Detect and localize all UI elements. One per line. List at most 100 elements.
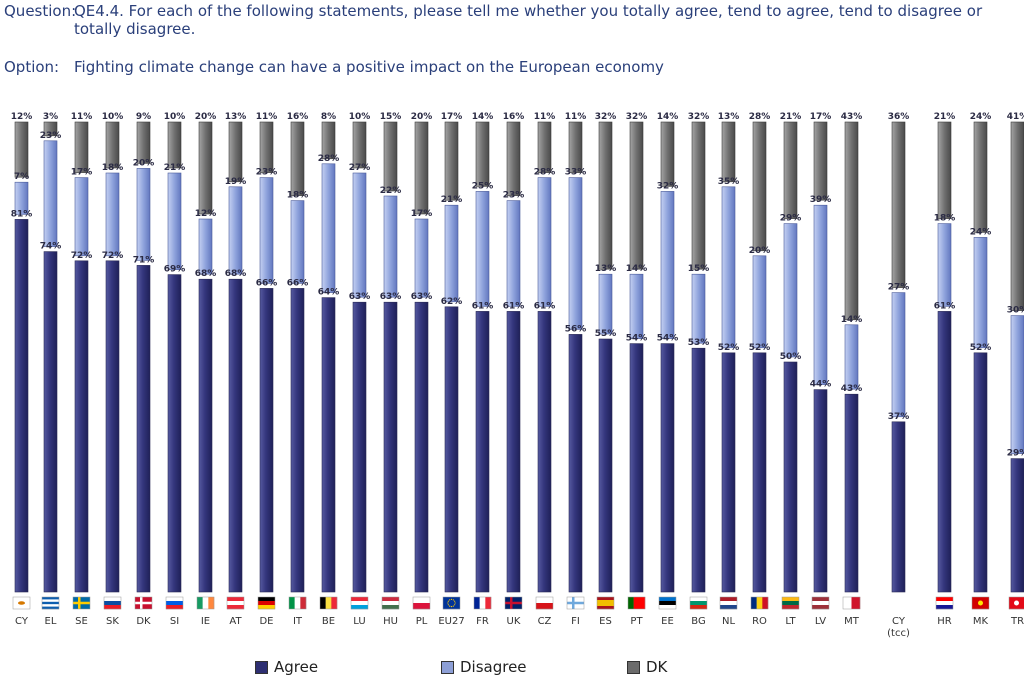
bar-dk-mk bbox=[973, 121, 988, 233]
bar-dk-at bbox=[228, 121, 243, 183]
bar-dk-uk bbox=[506, 121, 521, 196]
value-label-agree-se: 72% bbox=[71, 251, 93, 261]
value-label-agree-uk: 61% bbox=[503, 301, 525, 311]
value-label-disagree-mk: 24% bbox=[970, 227, 992, 237]
value-label-agree-ee: 54% bbox=[657, 334, 679, 344]
value-label-disagree-hr: 18% bbox=[934, 214, 956, 224]
flag-hu bbox=[381, 596, 400, 610]
bar-dk-hu bbox=[383, 121, 398, 192]
bar-dk-pt bbox=[629, 121, 644, 270]
value-label-disagree-eu27: 21% bbox=[441, 195, 463, 205]
value-label-dk-el: 3% bbox=[43, 112, 58, 122]
value-label-dk-uk: 16% bbox=[503, 112, 525, 122]
category-label-cz: CZ bbox=[538, 616, 552, 627]
bar-agree-ro bbox=[752, 352, 767, 593]
category-label-cy-tcc: CY bbox=[892, 616, 906, 627]
option-label: Option: bbox=[4, 58, 60, 76]
bar-agree-fi bbox=[568, 334, 583, 593]
value-label-dk-fi: 11% bbox=[565, 112, 587, 122]
bar-disagree-it bbox=[290, 200, 305, 284]
bar-disagree-lt bbox=[783, 223, 798, 358]
bar-disagree-fr bbox=[475, 191, 490, 307]
category-label-uk: UK bbox=[507, 616, 521, 627]
value-label-disagree-tr: 30% bbox=[1007, 306, 1024, 316]
value-label-agree-cy: 81% bbox=[11, 209, 33, 219]
flag-cz bbox=[535, 596, 554, 610]
category-label-mk: MK bbox=[973, 616, 989, 627]
category-label-lt: LT bbox=[785, 616, 796, 627]
bar-agree-mt bbox=[844, 393, 859, 593]
bar-agree-pt bbox=[629, 343, 644, 593]
category-label-es: ES bbox=[599, 616, 612, 627]
legend-swatch-dk bbox=[627, 661, 640, 674]
category-label-lu: LU bbox=[353, 616, 365, 627]
bar-agree-be bbox=[321, 297, 336, 593]
value-label-disagree-mt: 14% bbox=[841, 315, 863, 325]
bar-disagree-eu27 bbox=[444, 204, 459, 303]
value-label-dk-be: 8% bbox=[321, 112, 336, 122]
bar-disagree-mt bbox=[844, 324, 859, 390]
flag-ie bbox=[196, 596, 215, 610]
value-label-dk-mk: 24% bbox=[970, 112, 992, 122]
category-label-at: AT bbox=[229, 616, 242, 627]
value-label-dk-ee: 14% bbox=[657, 112, 679, 122]
flag-se bbox=[72, 596, 91, 610]
bar-dk-dk bbox=[136, 121, 151, 164]
value-label-agree-bg: 53% bbox=[688, 338, 710, 348]
bar-dk-se bbox=[74, 121, 89, 173]
value-label-agree-ie: 68% bbox=[195, 269, 217, 279]
value-label-disagree-si: 21% bbox=[164, 163, 186, 173]
value-label-agree-el: 74% bbox=[40, 242, 62, 252]
bar-disagree-es bbox=[598, 273, 613, 335]
value-label-agree-mt: 43% bbox=[841, 384, 863, 394]
value-label-agree-cy-tcc: 37% bbox=[888, 412, 910, 422]
flag-sk bbox=[103, 596, 122, 610]
category-label-sk: SK bbox=[106, 616, 119, 627]
value-label-agree-lu: 63% bbox=[349, 292, 371, 302]
legend-label-disagree: Disagree bbox=[460, 658, 527, 676]
bar-dk-cz bbox=[537, 121, 552, 173]
bar-disagree-cy bbox=[14, 181, 29, 215]
value-label-disagree-fr: 25% bbox=[472, 181, 494, 191]
bar-dk-de bbox=[259, 121, 274, 173]
bar-disagree-sk bbox=[105, 172, 120, 257]
flag-hr bbox=[935, 596, 954, 610]
bar-dk-lu bbox=[352, 121, 367, 169]
flag-mt bbox=[842, 596, 861, 610]
legend-swatch-disagree bbox=[441, 661, 454, 674]
bar-agree-lu bbox=[352, 301, 367, 593]
bar-agree-tr bbox=[1010, 458, 1024, 593]
flag-pt bbox=[627, 596, 646, 610]
category-label-mt: MT bbox=[844, 616, 860, 627]
flag-lu bbox=[350, 596, 369, 610]
legend-label-agree: Agree bbox=[274, 658, 319, 676]
value-label-disagree-pt: 14% bbox=[626, 264, 648, 274]
category-label-bg: BG bbox=[691, 616, 705, 627]
bar-agree-at bbox=[228, 278, 243, 593]
value-label-disagree-de: 23% bbox=[256, 168, 278, 178]
value-label-dk-fr: 14% bbox=[472, 112, 494, 122]
flag-cy bbox=[12, 596, 31, 610]
bar-dk-hr bbox=[937, 121, 952, 219]
category-label-pt: PT bbox=[630, 616, 643, 627]
value-label-agree-nl: 52% bbox=[718, 343, 740, 353]
value-label-disagree-lv: 39% bbox=[810, 195, 832, 205]
value-label-dk-de: 11% bbox=[256, 112, 278, 122]
category-label-cy: CY bbox=[15, 616, 29, 627]
value-label-agree-hr: 61% bbox=[934, 301, 956, 311]
category-label-it: IT bbox=[293, 616, 303, 627]
value-label-agree-it: 66% bbox=[287, 278, 309, 288]
flag-uk bbox=[504, 596, 523, 610]
bar-disagree-fi bbox=[568, 177, 583, 330]
category-label-nl: NL bbox=[722, 616, 735, 627]
value-label-dk-bg: 32% bbox=[688, 112, 710, 122]
bar-agree-se bbox=[74, 260, 89, 593]
value-label-dk-se: 11% bbox=[71, 112, 93, 122]
value-label-dk-lt: 21% bbox=[780, 112, 802, 122]
value-label-disagree-fi: 33% bbox=[565, 168, 587, 178]
value-label-agree-hu: 63% bbox=[380, 292, 402, 302]
value-label-disagree-el: 23% bbox=[40, 131, 62, 141]
bar-dk-fi bbox=[568, 121, 583, 173]
value-label-disagree-ee: 32% bbox=[657, 181, 679, 191]
value-label-dk-nl: 13% bbox=[718, 112, 740, 122]
